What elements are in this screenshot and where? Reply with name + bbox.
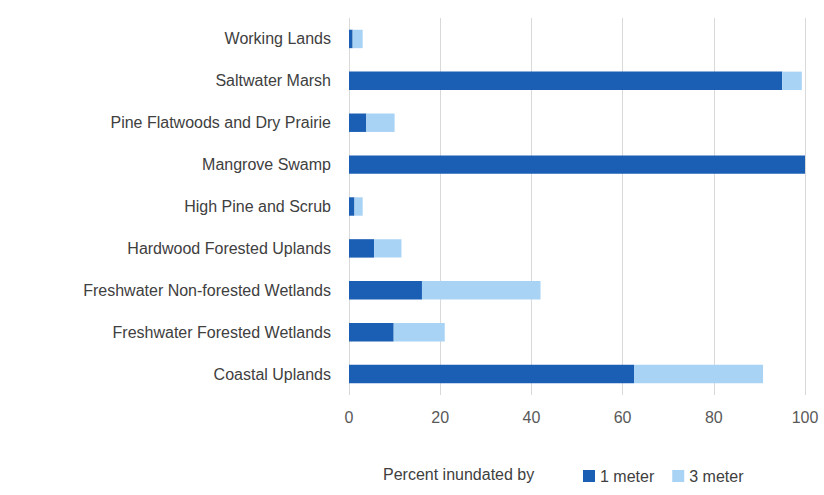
svg-text:Working Lands: Working Lands bbox=[225, 30, 331, 47]
svg-text:40: 40 bbox=[523, 409, 541, 426]
svg-text:Mangrove Swamp: Mangrove Swamp bbox=[202, 156, 331, 173]
svg-text:3 meter: 3 meter bbox=[689, 468, 744, 485]
svg-text:Freshwater Non-forested Wetlan: Freshwater Non-forested Wetlands bbox=[83, 282, 331, 299]
svg-text:Saltwater Marsh: Saltwater Marsh bbox=[215, 72, 331, 89]
svg-text:80: 80 bbox=[705, 409, 723, 426]
svg-text:20: 20 bbox=[431, 409, 449, 426]
svg-text:Freshwater Forested Wetlands: Freshwater Forested Wetlands bbox=[113, 324, 331, 341]
svg-text:60: 60 bbox=[614, 409, 632, 426]
svg-text:1 meter: 1 meter bbox=[600, 468, 655, 485]
svg-text:High Pine and Scrub: High Pine and Scrub bbox=[184, 198, 331, 215]
svg-text:100: 100 bbox=[792, 409, 819, 426]
svg-text:Percent inundated by: Percent inundated by bbox=[383, 466, 534, 483]
svg-text:Hardwood Forested Uplands: Hardwood Forested Uplands bbox=[127, 240, 331, 257]
svg-text:Pine Flatwoods and Dry Prairie: Pine Flatwoods and Dry Prairie bbox=[110, 114, 331, 131]
svg-text:Coastal Uplands: Coastal Uplands bbox=[214, 366, 331, 383]
svg-text:0: 0 bbox=[345, 409, 354, 426]
